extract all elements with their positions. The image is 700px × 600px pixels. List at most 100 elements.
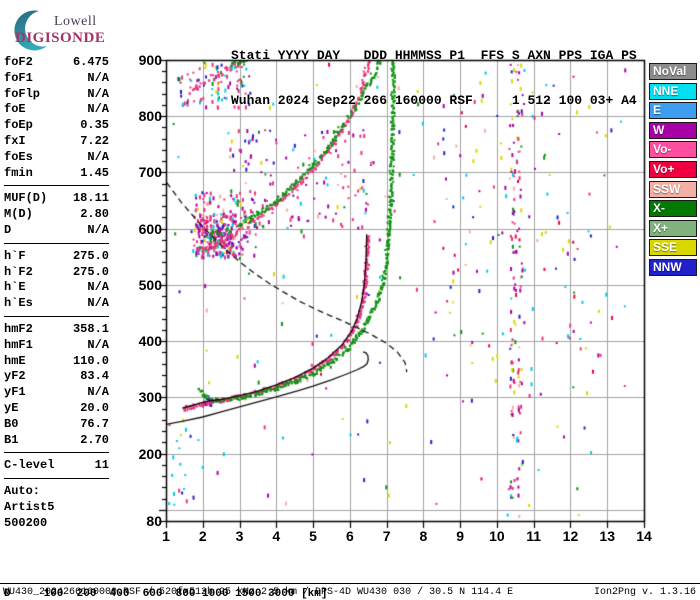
y-tick-200: 200 xyxy=(138,445,162,462)
param-label: fxI xyxy=(4,133,26,148)
param-value: 275.0 xyxy=(72,248,109,263)
param-label: h`F xyxy=(4,248,26,263)
param-row-D: D N/A xyxy=(4,223,109,239)
header-column-titles: Stati YYYY DAY DDD HHMMSS P1 FFS S AXN P… xyxy=(231,48,637,63)
param-row-C-level: C-level 11 xyxy=(4,458,109,474)
param-value: N/A xyxy=(87,385,109,400)
param-label: fmin xyxy=(4,165,33,180)
param-value: 18.11 xyxy=(72,191,109,206)
param-value: 1.45 xyxy=(80,165,109,180)
param-row-B1: B1 2.70 xyxy=(4,433,109,449)
param-row-foFlp: foFlp N/A xyxy=(4,87,109,103)
param-row-M(D): M(D) 2.80 xyxy=(4,207,109,223)
x-tick-4: 4 xyxy=(272,528,281,544)
footer-file-info: WU430_2024266160000.RSF / 520fx512h 25 k… xyxy=(3,587,514,598)
param-value: 358.1 xyxy=(72,321,109,336)
param-value: 11 xyxy=(94,458,109,473)
x-tick-13: 13 xyxy=(599,528,615,544)
legend-item-Vo-: Vo- xyxy=(649,141,697,159)
param-label: foEp xyxy=(4,118,33,133)
param-row-foF1: foF1 N/A xyxy=(4,71,109,87)
legend-item-NNE: NNE xyxy=(649,82,697,100)
param-label: foEs xyxy=(4,149,33,164)
param-value: N/A xyxy=(87,296,109,311)
x-tick-3: 3 xyxy=(235,528,244,544)
param-value: N/A xyxy=(87,222,109,237)
param-row-B0: B0 76.7 xyxy=(4,417,109,433)
param-row-fmin: fmin 1.45 xyxy=(4,166,109,182)
param-label: hmE xyxy=(4,353,26,368)
echo-classification-legend: NoVal NNE E W Vo- Vo+ SSW X- X+ SSE NNW xyxy=(649,63,697,279)
legend-item-NoVal: NoVal xyxy=(649,63,697,80)
param-label: hmF1 xyxy=(4,337,33,352)
param-row-yF1: yF1 N/A xyxy=(4,385,109,401)
y-tick-600: 600 xyxy=(138,220,162,237)
y-tick-300: 300 xyxy=(138,389,162,406)
lowell-digisonde-logo: Lowell DIGISONDE xyxy=(6,6,126,52)
muf-distance-table: D 100 200 400 600 800 1000 1500 3000 [km… xyxy=(4,554,334,600)
param-label: yF2 xyxy=(4,369,26,384)
x-tick-1: 1 xyxy=(162,528,170,544)
param-row-hmF2: hmF2 358.1 xyxy=(4,322,109,338)
x-tick-7: 7 xyxy=(382,528,391,544)
param-label: M(D) xyxy=(4,207,33,222)
legend-item-W: W xyxy=(649,121,697,139)
param-value: 2.70 xyxy=(80,432,109,447)
y-tick-80: 80 xyxy=(146,513,162,529)
param-row-yF2: yF2 83.4 xyxy=(4,369,109,385)
panel-divider xyxy=(4,452,109,454)
param-label: hmF2 xyxy=(4,321,33,336)
logo-text-digisonde: DIGISONDE xyxy=(15,30,106,46)
panel-divider xyxy=(4,478,109,480)
param-value: N/A xyxy=(87,280,109,295)
param-value: N/A xyxy=(87,102,109,117)
x-tick-9: 9 xyxy=(456,528,465,544)
param-row-MUF(D): MUF(D) 18.11 xyxy=(4,191,109,207)
param-row-h`Es: h`Es N/A xyxy=(4,296,109,312)
param-label: MUF(D) xyxy=(4,191,48,206)
param-value: 0.35 xyxy=(80,118,109,133)
param-label: D xyxy=(4,222,12,237)
param-label: B1 xyxy=(4,432,19,447)
y-tick-400: 400 xyxy=(138,333,162,350)
auto-row: Artist5 xyxy=(4,499,55,514)
legend-item-X-: X- xyxy=(649,200,697,218)
param-value: 2.80 xyxy=(80,207,109,222)
param-label: foF2 xyxy=(4,55,33,69)
param-label: B0 xyxy=(4,416,19,431)
param-label: foF1 xyxy=(4,70,33,85)
param-value: N/A xyxy=(87,86,109,101)
param-value: 7.22 xyxy=(80,133,109,148)
x-tick-12: 12 xyxy=(562,528,579,544)
legend-item-NNW: NNW xyxy=(649,258,697,276)
x-tick-6: 6 xyxy=(345,528,354,544)
x-tick-2: 2 xyxy=(198,528,207,544)
param-row-hmE: hmE 110.0 xyxy=(4,354,109,370)
crescent-logo-icon xyxy=(14,10,48,51)
param-label: yF1 xyxy=(4,385,26,400)
y-tick-700: 700 xyxy=(138,164,162,181)
param-row-foF2: foF2 6.475 xyxy=(4,55,109,71)
auto-row: 500200 xyxy=(4,515,48,530)
param-row-foE: foE N/A xyxy=(4,102,109,118)
param-label: yE xyxy=(4,400,19,415)
param-value: 275.0 xyxy=(72,264,109,279)
param-row-hmF1: hmF1 N/A xyxy=(4,338,109,354)
measurement-header: Stati YYYY DAY DDD HHMMSS P1 FFS S AXN P… xyxy=(231,18,637,138)
param-row-yE: yE 20.0 xyxy=(4,401,109,417)
param-value: 76.7 xyxy=(80,416,109,431)
distance-row: D 100 200 400 600 800 1000 1500 3000 [km… xyxy=(4,588,328,600)
param-value: 20.0 xyxy=(80,400,109,415)
legend-item-X+: X+ xyxy=(649,219,697,237)
param-label: h`E xyxy=(4,280,26,295)
param-row-h`F: h`F 275.0 xyxy=(4,249,109,265)
header-values: Wuhan 2024 Sep22 266 160000 RSF 1 512 10… xyxy=(231,93,637,108)
param-row-foEp: foEp 0.35 xyxy=(4,118,109,134)
panel-divider xyxy=(4,315,109,317)
param-value: 6.475 xyxy=(72,55,109,69)
param-label: C-level xyxy=(4,458,55,473)
param-row-foEs: foEs N/A xyxy=(4,150,109,166)
y-tick-800: 800 xyxy=(138,108,162,125)
